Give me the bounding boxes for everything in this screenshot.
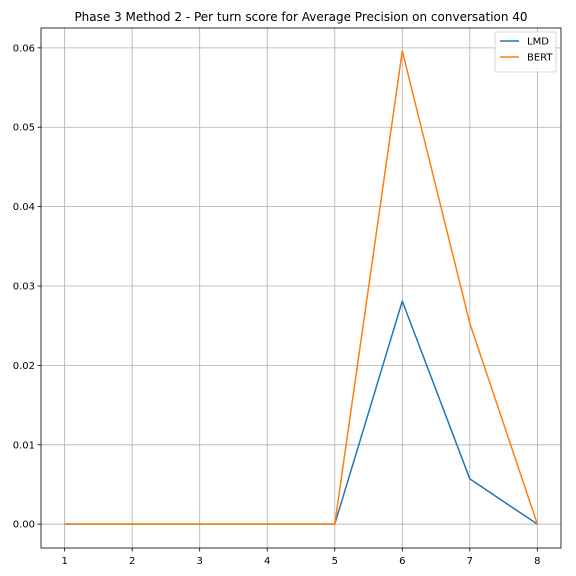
x-tick-label: 5 [332, 556, 338, 567]
legend: LMD BERT [494, 31, 557, 73]
grid [41, 28, 561, 548]
x-tick-label: 8 [534, 556, 540, 567]
legend-box [494, 31, 557, 73]
x-tick-label: 1 [61, 556, 67, 567]
chart-title: Phase 3 Method 2 - Per turn score for Av… [74, 10, 527, 24]
y-tick-label: 0.00 [13, 520, 35, 531]
legend-label: LMD [527, 37, 549, 48]
x-tick-label: 3 [197, 556, 203, 567]
y-axis: 0.00 0.01 0.02 0.03 0.04 0.05 0.06 [13, 43, 41, 531]
plot-frame [40, 27, 562, 549]
series-line-bert [64, 50, 539, 525]
y-tick-label: 0.04 [13, 202, 35, 213]
x-tick-label: 6 [399, 556, 405, 567]
y-tick-label: 0.01 [13, 440, 35, 451]
y-tick-label: 0.05 [13, 123, 35, 134]
y-tick-label: 0.03 [13, 282, 35, 293]
y-tick-label: 0.06 [13, 43, 35, 54]
x-tick-label: 2 [129, 556, 135, 567]
y-tick-label: 0.02 [13, 361, 35, 372]
x-tick-label: 7 [467, 556, 473, 567]
series-lines [64, 50, 539, 525]
series-line-lmd [64, 300, 538, 525]
legend-label: BERT [527, 53, 553, 64]
x-axis: 1 2 3 4 5 6 7 8 [61, 548, 541, 567]
x-tick-label: 4 [264, 556, 270, 567]
